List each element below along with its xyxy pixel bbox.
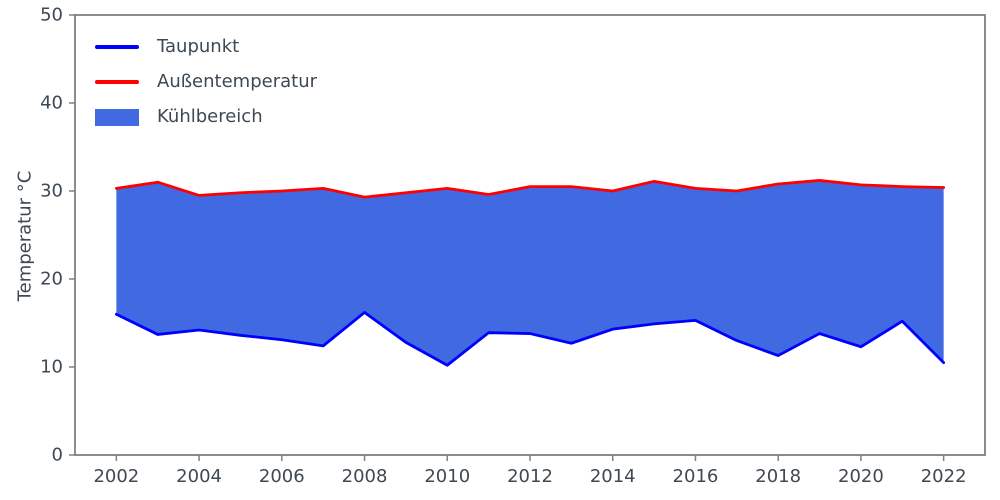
legend: Taupunkt Außentemperatur Kühlbereich: [95, 36, 317, 128]
legend-label-aussentemperatur: Außentemperatur: [157, 71, 318, 92]
x-tick-label: 2022: [921, 466, 967, 487]
x-tick-label: 2010: [424, 466, 470, 487]
x-tick-label: 2014: [590, 466, 636, 487]
y-tick-label: 20: [40, 269, 63, 290]
x-tick-label: 2012: [507, 466, 553, 487]
x-tick-label: 2004: [176, 466, 222, 487]
x-tick-label: 2020: [838, 466, 884, 487]
legend-item-kuehlbereich: Kühlbereich: [95, 106, 317, 128]
legend-item-aussentemperatur: Außentemperatur: [95, 71, 317, 93]
x-tick-label: 2006: [259, 466, 305, 487]
x-tick-label: 2008: [342, 466, 388, 487]
aussentemperatur-line-swatch: [95, 80, 139, 84]
legend-label-kuehlbereich: Kühlbereich: [157, 106, 263, 127]
x-tick-label: 2002: [93, 466, 139, 487]
y-tick-label: 50: [40, 5, 63, 26]
x-tick-label: 2016: [673, 466, 719, 487]
y-tick-label: 30: [40, 181, 63, 202]
y-tick-label: 0: [52, 445, 63, 466]
y-tick-label: 40: [40, 93, 63, 114]
legend-item-taupunkt: Taupunkt: [95, 36, 317, 58]
y-axis-label: Temperatur °C: [14, 170, 36, 302]
taupunkt-line-swatch: [95, 45, 139, 49]
area-fill-kuehlbereich: [116, 180, 944, 366]
aussentemperatur-line: [114, 179, 946, 199]
kuehlbereich-patch-swatch: [95, 108, 139, 126]
legend-label-taupunkt: Taupunkt: [157, 36, 240, 57]
taupunkt-line: [114, 311, 946, 367]
x-tick-label: 2018: [755, 466, 801, 487]
y-tick-label: 10: [40, 357, 63, 378]
